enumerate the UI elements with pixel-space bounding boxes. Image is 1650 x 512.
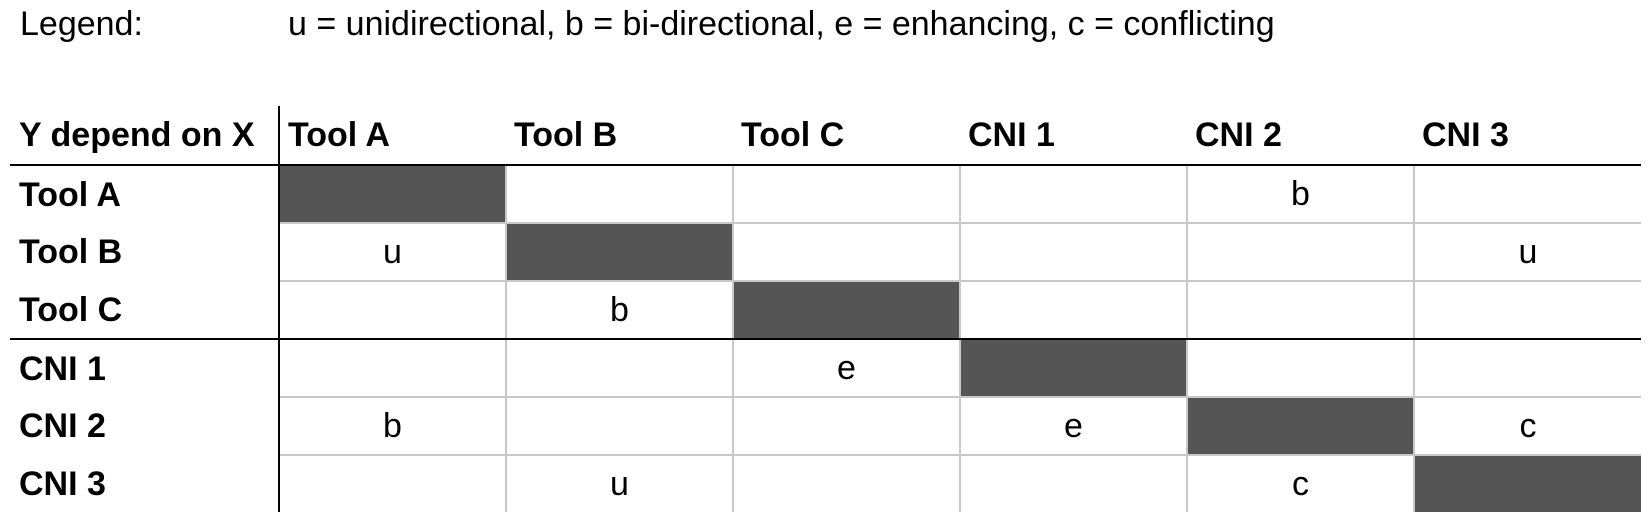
table-cell <box>279 455 507 512</box>
table-cell: u <box>279 223 507 282</box>
table-cell <box>960 455 1188 512</box>
dependency-matrix: Y depend on X Tool A Tool B Tool C CNI 1… <box>10 106 1641 512</box>
column-header-tool-c: Tool C <box>733 106 960 166</box>
table-cell: b <box>1187 165 1415 224</box>
diagonal-cell <box>506 223 734 282</box>
table-cell: c <box>1187 455 1415 512</box>
table-cell <box>1414 165 1641 224</box>
table-row: Tool C b <box>10 281 1641 340</box>
table-cell <box>279 281 507 340</box>
table-cell <box>733 397 961 456</box>
table-cell <box>1414 281 1641 340</box>
row-header-cni-2: CNI 2 <box>10 397 280 455</box>
table-cell <box>733 165 961 224</box>
table-row: CNI 3 u c <box>10 455 1641 512</box>
table-cell <box>1187 223 1415 282</box>
table-cell <box>960 165 1188 224</box>
legend-label: Legend: <box>20 5 143 43</box>
table-cell: b <box>506 281 734 340</box>
table-cell: c <box>1414 397 1641 456</box>
table-cell: e <box>960 397 1188 456</box>
table-cell: u <box>506 455 734 512</box>
table-cell: u <box>1414 223 1641 282</box>
table-cell: e <box>733 339 961 398</box>
table-cell <box>960 223 1188 282</box>
row-header-tool-b: Tool B <box>10 223 280 281</box>
diagonal-cell <box>733 281 961 340</box>
table-cell <box>1414 339 1641 398</box>
table-row: Tool B u u <box>10 223 1641 282</box>
row-header-tool-a: Tool A <box>10 165 280 223</box>
table-row: CNI 1 e <box>10 339 1641 398</box>
table-cell <box>1187 339 1415 398</box>
diagonal-cell <box>960 339 1188 398</box>
row-header-cni-1: CNI 1 <box>10 339 280 397</box>
table-cell <box>506 397 734 456</box>
header-row: Y depend on X Tool A Tool B Tool C CNI 1… <box>10 106 1641 166</box>
column-header-tool-b: Tool B <box>506 106 733 166</box>
legend-text: u = unidirectional, b = bi-directional, … <box>288 5 1275 43</box>
table-cell <box>733 455 961 512</box>
row-header-cni-3: CNI 3 <box>10 455 280 512</box>
diagonal-cell <box>1187 397 1415 456</box>
table-cell <box>506 165 734 224</box>
column-header-tool-a: Tool A <box>279 106 506 166</box>
diagonal-cell <box>279 165 507 224</box>
diagonal-cell <box>1414 455 1641 512</box>
table-cell <box>279 339 507 398</box>
table-cell <box>733 223 961 282</box>
column-header-cni-2: CNI 2 <box>1187 106 1414 166</box>
table-cell <box>506 339 734 398</box>
table-row: Tool A b <box>10 165 1641 224</box>
corner-header: Y depend on X <box>10 106 280 166</box>
column-header-cni-1: CNI 1 <box>960 106 1187 166</box>
table-cell <box>1187 281 1415 340</box>
table-cell: b <box>279 397 507 456</box>
row-header-tool-c: Tool C <box>10 281 280 340</box>
table-cell <box>960 281 1188 340</box>
table-row: CNI 2 b e c <box>10 397 1641 456</box>
column-header-cni-3: CNI 3 <box>1414 106 1641 166</box>
